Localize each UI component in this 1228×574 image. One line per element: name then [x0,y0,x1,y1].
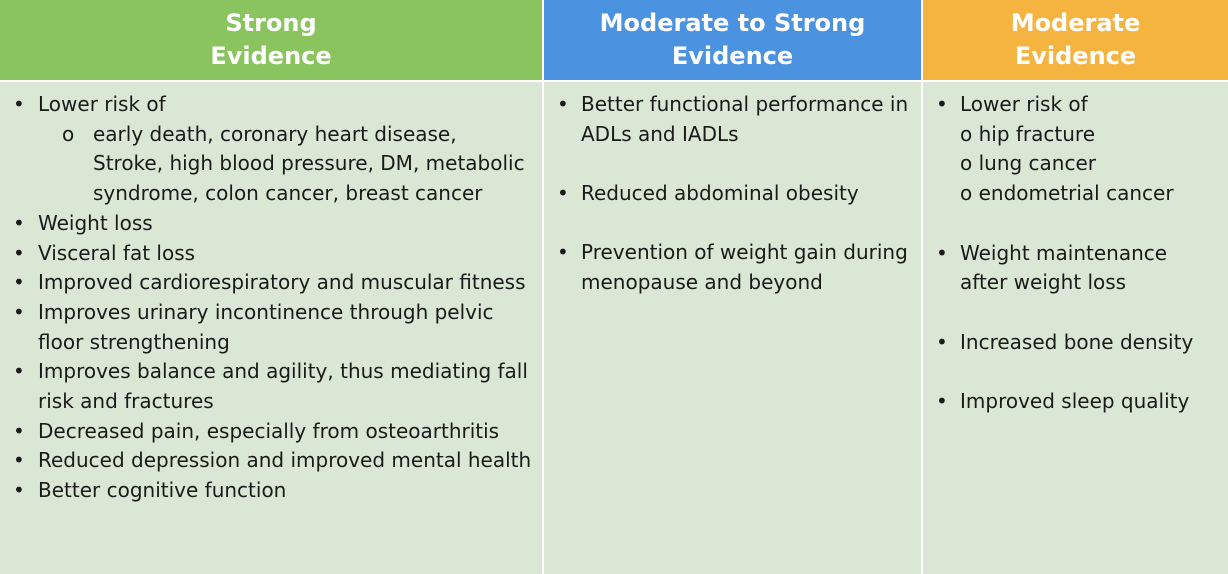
header-moderate-to-strong-evidence: Moderate to Strong Evidence [544,0,921,80]
sub-list-item: o endometrial cancer [960,181,1174,206]
list-item: Visceral fat loss [0,239,542,269]
list-item: Improved cardiorespiratory and muscular … [0,268,542,298]
sub-list-item: o hip fracture [960,121,1095,146]
list-item: Reduced depression and improved mental h… [0,446,542,476]
list-item: Decreased pain, especially from osteoart… [0,417,542,447]
list-item: Lower risk of o hip fracture o lung canc… [923,90,1228,209]
list-item: Improves urinary incontinence through pe… [0,298,542,357]
list-item: Prevention of weight gain during menopau… [544,238,921,297]
header-modstrong-line1: Moderate to Strong [599,9,866,37]
list-item-label: Lower risk of [960,92,1088,116]
list-item: Weight loss [0,209,542,239]
header-moderate-line1: Moderate [1010,9,1141,37]
list-item: Increased bone density [923,328,1228,358]
sub-list-item: o lung cancer [960,151,1097,176]
list-item: Lower risk of early death, coronary hear… [0,90,542,209]
header-moderate-line2: Evidence [1014,42,1137,70]
moderate-evidence-cell: Lower risk of o hip fracture o lung canc… [923,82,1228,574]
header-strong-line2: Evidence [210,42,332,70]
moderate-to-strong-evidence-list: Better functional performance in ADLs an… [544,90,921,298]
list-item: Weight maintenance after weight loss [923,239,1228,298]
header-moderate-evidence: Moderate Evidence [923,0,1228,80]
header-strong-line1: Strong [225,9,317,37]
strong-evidence-cell: Lower risk of early death, coronary hear… [0,82,542,574]
list-item: Reduced abdominal obesity [544,179,921,209]
sub-list-item: early death, coronary heart disease, Str… [0,120,534,209]
strong-evidence-list: Lower risk of early death, coronary hear… [0,90,542,506]
list-item: Better cognitive function [0,476,542,506]
header-modstrong-line2: Evidence [671,42,794,70]
sub-list: o hip fracture o lung cancer o endometri… [960,120,1220,209]
list-item: Better functional performance in ADLs an… [544,90,921,149]
list-item: Improved sleep quality [923,387,1228,417]
header-strong-evidence: Strong Evidence [0,0,542,80]
moderate-evidence-list: Lower risk of o hip fracture o lung canc… [923,90,1228,417]
list-item: Improves balance and agility, thus media… [0,357,542,416]
moderate-to-strong-evidence-cell: Better functional performance in ADLs an… [544,82,921,574]
list-item-label: Lower risk of [38,92,166,116]
sub-list: early death, coronary heart disease, Str… [38,120,534,209]
